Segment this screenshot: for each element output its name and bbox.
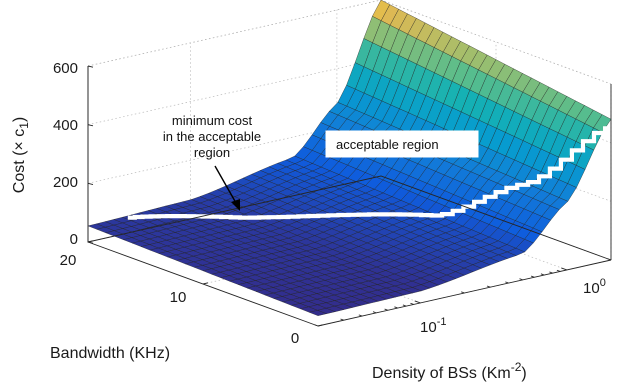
min-cost-arrow xyxy=(214,165,237,204)
bandwidth-tick-mark xyxy=(87,240,94,243)
density-tick-mark xyxy=(556,269,561,272)
density-tick-mark xyxy=(461,291,465,294)
density-tick-mark xyxy=(561,267,568,271)
z-tick-mark xyxy=(87,65,94,68)
axes xyxy=(87,65,612,327)
density-tick-mark xyxy=(402,304,407,307)
density-tick-label: 100 xyxy=(583,277,606,297)
density-tick-mark xyxy=(505,281,509,284)
z-axis-label: Cost (× c1) xyxy=(11,117,31,193)
density-tick-mark xyxy=(340,318,344,321)
z-tick-label: 200 xyxy=(53,174,78,191)
density-tick-mark xyxy=(314,324,319,327)
bandwidth-tick-label: 0 xyxy=(291,330,299,347)
density-tick-mark xyxy=(540,273,545,276)
min-cost-annotation-line: minimum cost xyxy=(172,113,253,128)
bandwidth-axis-label: Bandwidth (KHz) xyxy=(50,345,170,362)
min-cost-arrow-head xyxy=(231,199,240,211)
acceptable-region-label-box xyxy=(325,130,479,158)
density-tick-mark xyxy=(530,275,535,278)
surface-patch xyxy=(593,114,612,133)
bandwidth-tick-label: 10 xyxy=(170,289,187,306)
acceptable-region-boundary xyxy=(127,126,608,220)
density-tick-mark xyxy=(358,314,363,317)
z-tick-mark xyxy=(87,124,94,127)
min-cost-annotation-line: in the acceptable xyxy=(163,129,261,144)
surface xyxy=(87,0,612,316)
min-cost-annotation-line: region xyxy=(194,145,230,160)
density-tick-mark xyxy=(372,311,377,314)
density-tick-mark xyxy=(549,271,553,274)
density-tick-mark xyxy=(384,308,389,311)
density-tick-mark xyxy=(519,278,523,281)
bandwidth-tick-mark xyxy=(202,282,209,285)
density-tick-mark xyxy=(410,302,414,305)
bandwidth-tick-label: 20 xyxy=(60,252,77,269)
acceptable-region-step-line xyxy=(127,126,608,220)
z-gridline xyxy=(87,0,612,85)
density-tick-mark xyxy=(486,285,491,288)
z-tick-label: 400 xyxy=(53,117,78,134)
z-tick-label: 0 xyxy=(70,231,78,248)
box-top-edge xyxy=(87,0,612,85)
density-tick-mark xyxy=(414,300,421,304)
z-tick-label: 600 xyxy=(53,60,78,77)
acceptable-region-label: acceptable region xyxy=(336,137,439,152)
density-tick-label: 10-1 xyxy=(420,316,446,336)
z-tick-mark xyxy=(87,182,94,185)
density-tick-mark xyxy=(607,258,612,261)
density-tick-mark xyxy=(394,306,398,309)
density-axis-label: Density of BSs (Km-2) xyxy=(372,360,527,382)
